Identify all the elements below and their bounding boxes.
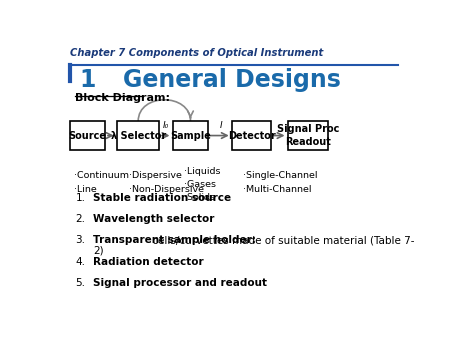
- Text: Block Diagram:: Block Diagram:: [76, 93, 171, 103]
- Text: Chapter 7 Components of Optical Instrument: Chapter 7 Components of Optical Instrume…: [70, 48, 324, 58]
- FancyBboxPatch shape: [70, 121, 105, 150]
- Text: ·Liquids: ·Liquids: [184, 167, 220, 176]
- Text: Signal Proc
Readout: Signal Proc Readout: [277, 124, 339, 147]
- Text: ·Line: ·Line: [74, 185, 96, 194]
- Text: ·Continuum: ·Continuum: [74, 171, 129, 180]
- Text: Sample: Sample: [170, 130, 211, 141]
- Text: Transparent sample holder:: Transparent sample holder:: [93, 236, 256, 245]
- Text: λ Selector: λ Selector: [111, 130, 166, 141]
- FancyBboxPatch shape: [173, 121, 208, 150]
- Text: ·Solids: ·Solids: [184, 193, 215, 202]
- Text: 4.: 4.: [76, 257, 86, 267]
- Text: ·Single-Channel: ·Single-Channel: [243, 171, 317, 180]
- Text: 2): 2): [93, 246, 104, 256]
- Text: 5.: 5.: [76, 278, 86, 288]
- FancyBboxPatch shape: [288, 121, 328, 150]
- Text: 1: 1: [79, 68, 95, 92]
- Text: Detector: Detector: [228, 130, 275, 141]
- Text: 1.: 1.: [76, 193, 86, 203]
- Text: 3.: 3.: [76, 236, 86, 245]
- Text: ·Non-Dispersive: ·Non-Dispersive: [130, 185, 204, 194]
- Text: Source: Source: [69, 130, 107, 141]
- Text: ·Gases: ·Gases: [184, 180, 216, 189]
- FancyBboxPatch shape: [232, 121, 271, 150]
- Text: Signal processor and readout: Signal processor and readout: [93, 278, 267, 288]
- Text: I₀: I₀: [162, 121, 169, 130]
- Text: Stable radiation source: Stable radiation source: [93, 193, 231, 203]
- Text: General Designs: General Designs: [122, 68, 340, 92]
- FancyBboxPatch shape: [117, 121, 159, 150]
- Text: ·Multi-Channel: ·Multi-Channel: [243, 185, 311, 194]
- Text: cells/curvettes made of suitable material (Table 7-: cells/curvettes made of suitable materia…: [149, 236, 414, 245]
- Text: 2.: 2.: [76, 214, 86, 224]
- Text: Wavelength selector: Wavelength selector: [93, 214, 214, 224]
- Text: I: I: [220, 121, 222, 130]
- Text: ·Dispersive: ·Dispersive: [130, 171, 182, 180]
- Text: Radiation detector: Radiation detector: [93, 257, 203, 267]
